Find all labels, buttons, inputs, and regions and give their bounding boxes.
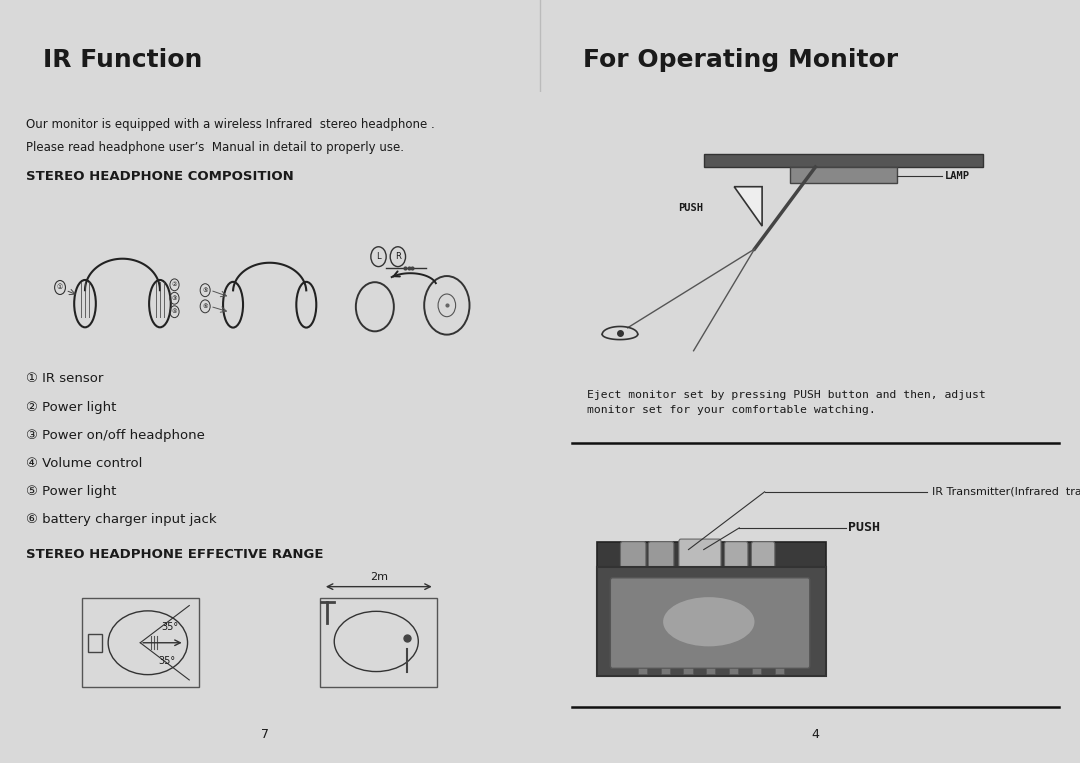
Text: 35°: 35° <box>162 622 178 632</box>
Bar <box>752 668 761 674</box>
Text: IR Transmitter(Infrared  transmitter): IR Transmitter(Infrared transmitter) <box>932 487 1080 497</box>
Text: STEREO HEADPHONE EFFECTIVE RANGE: STEREO HEADPHONE EFFECTIVE RANGE <box>26 548 324 561</box>
FancyBboxPatch shape <box>752 542 774 569</box>
Bar <box>321 598 437 687</box>
Text: For Operating Monitor: For Operating Monitor <box>583 47 899 72</box>
Text: PUSH: PUSH <box>849 521 880 534</box>
Polygon shape <box>734 187 762 226</box>
Text: ③ Power on/off headphone: ③ Power on/off headphone <box>26 429 205 442</box>
Text: ② Power light: ② Power light <box>26 401 117 414</box>
Bar <box>729 668 739 674</box>
Bar <box>704 154 983 167</box>
Text: Please read headphone user’s  Manual in detail to properly use.: Please read headphone user’s Manual in d… <box>26 140 404 154</box>
Text: ① IR sensor: ① IR sensor <box>26 372 104 385</box>
Bar <box>597 542 825 569</box>
FancyBboxPatch shape <box>679 539 721 572</box>
Bar <box>87 633 103 652</box>
Text: 4: 4 <box>811 728 820 741</box>
Text: 2m: 2m <box>369 572 388 582</box>
Bar <box>82 598 199 687</box>
Text: ①: ① <box>57 285 63 291</box>
Bar <box>637 668 647 674</box>
Text: 7: 7 <box>260 728 269 741</box>
Text: ④ Volume control: ④ Volume control <box>26 457 143 470</box>
Text: PUSH: PUSH <box>678 204 703 214</box>
Text: 35°: 35° <box>158 655 175 666</box>
Text: IR Function: IR Function <box>43 47 203 72</box>
Text: LAMP: LAMP <box>945 171 970 181</box>
Bar <box>774 668 784 674</box>
FancyBboxPatch shape <box>648 542 674 569</box>
Text: ⑤: ⑤ <box>202 288 208 293</box>
Bar <box>706 668 715 674</box>
Text: ②: ② <box>172 282 177 288</box>
Ellipse shape <box>663 597 755 646</box>
Text: ④: ④ <box>172 309 177 314</box>
FancyBboxPatch shape <box>725 542 747 569</box>
Bar <box>684 668 692 674</box>
Text: Eject monitor set by pressing PUSH button and then, adjust
monitor set for your : Eject monitor set by pressing PUSH butto… <box>588 390 986 415</box>
Bar <box>791 167 896 183</box>
Text: ⑤ Power light: ⑤ Power light <box>26 485 117 498</box>
Text: ③: ③ <box>172 296 177 301</box>
Text: R: R <box>395 253 401 261</box>
Text: Our monitor is equipped with a wireless Infrared  stereo headphone .: Our monitor is equipped with a wireless … <box>26 118 435 130</box>
FancyBboxPatch shape <box>610 578 810 668</box>
Text: STEREO HEADPHONE COMPOSITION: STEREO HEADPHONE COMPOSITION <box>26 170 294 183</box>
FancyBboxPatch shape <box>621 542 646 569</box>
Text: L: L <box>376 253 381 261</box>
Bar <box>661 668 670 674</box>
Bar <box>597 567 825 675</box>
Text: ⑥ battery charger input jack: ⑥ battery charger input jack <box>26 513 217 526</box>
Text: ⑥: ⑥ <box>202 304 208 309</box>
